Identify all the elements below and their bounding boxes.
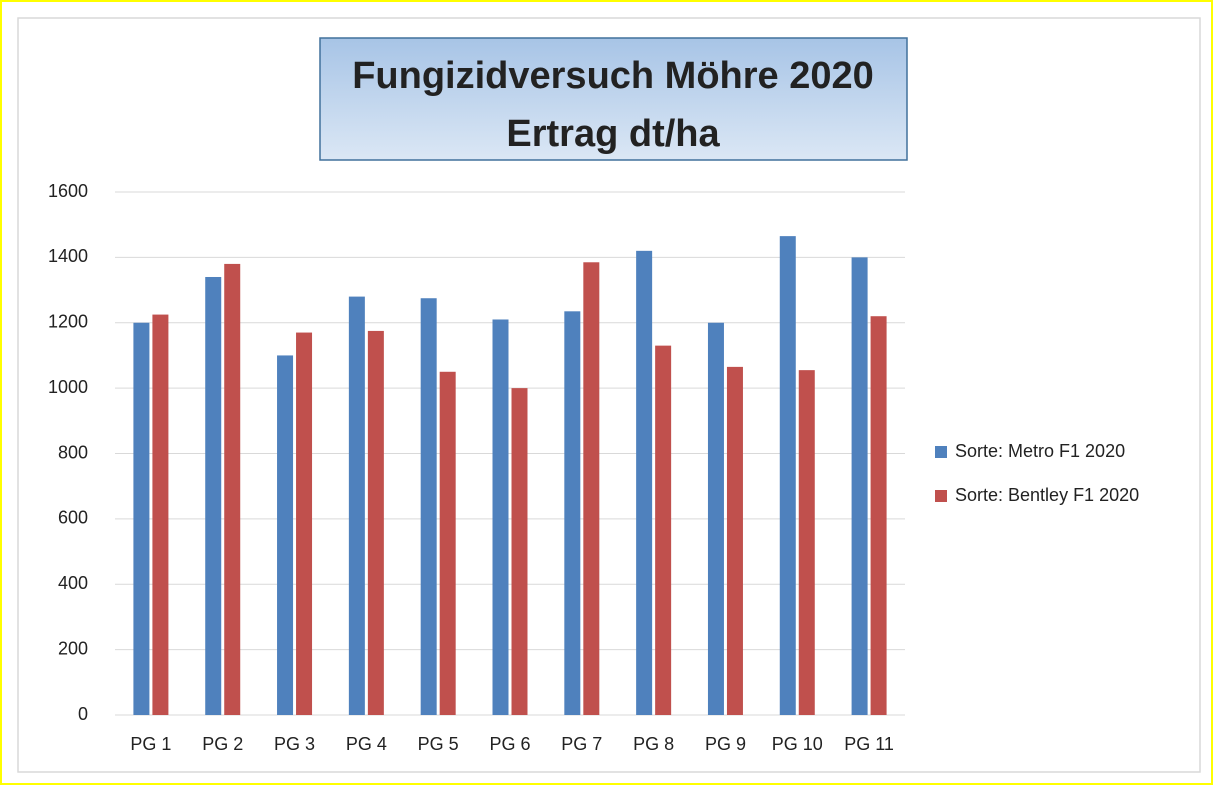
x-tick-label: PG 5 <box>418 734 459 754</box>
x-tick-label: PG 3 <box>274 734 315 754</box>
bar <box>798 370 815 715</box>
chart-subtitle: Ertrag dt/ha <box>506 113 720 155</box>
y-tick-label: 400 <box>58 573 88 593</box>
x-tick-label: PG 11 <box>844 734 894 754</box>
bar <box>133 322 150 715</box>
bar <box>564 311 581 715</box>
legend-swatch <box>935 446 947 458</box>
y-tick-label: 600 <box>58 508 88 528</box>
y-tick-label: 0 <box>78 704 88 724</box>
title-box <box>319 37 908 161</box>
bar <box>655 345 672 715</box>
y-tick-label: 1200 <box>48 312 88 332</box>
bar <box>296 332 313 715</box>
bar <box>205 276 222 715</box>
x-tick-label: PG 10 <box>772 734 823 754</box>
bar <box>583 262 600 715</box>
x-tick-label: PG 4 <box>346 734 387 754</box>
bar <box>851 257 868 715</box>
x-tick-label: PG 2 <box>202 734 243 754</box>
y-tick-label: 1400 <box>48 246 88 266</box>
x-tick-label: PG 8 <box>633 734 674 754</box>
bar <box>439 371 456 715</box>
y-tick-label: 800 <box>58 442 88 462</box>
bar <box>870 316 887 715</box>
bar <box>511 388 528 715</box>
bar <box>367 330 384 715</box>
y-tick-label: 1000 <box>48 377 88 397</box>
bar <box>779 236 796 716</box>
bar <box>492 319 509 715</box>
x-tick-label: PG 9 <box>705 734 746 754</box>
bar <box>277 355 294 715</box>
legend-label: Sorte: Bentley F1 2020 <box>955 485 1139 505</box>
y-tick-label: 1600 <box>48 181 88 201</box>
bar <box>348 296 365 715</box>
bar <box>420 298 437 715</box>
legend-label: Sorte: Metro F1 2020 <box>955 441 1125 461</box>
y-tick-label: 200 <box>58 638 88 658</box>
bar <box>636 250 653 715</box>
x-tick-label: PG 1 <box>130 734 171 754</box>
bar <box>707 322 724 715</box>
chart-title: Fungizidversuch Möhre 2020 <box>352 55 874 97</box>
bar <box>152 314 169 715</box>
x-tick-label: PG 6 <box>489 734 530 754</box>
bar <box>726 366 743 715</box>
bar <box>224 263 241 715</box>
x-tick-label: PG 7 <box>561 734 602 754</box>
legend-swatch <box>935 490 947 502</box>
